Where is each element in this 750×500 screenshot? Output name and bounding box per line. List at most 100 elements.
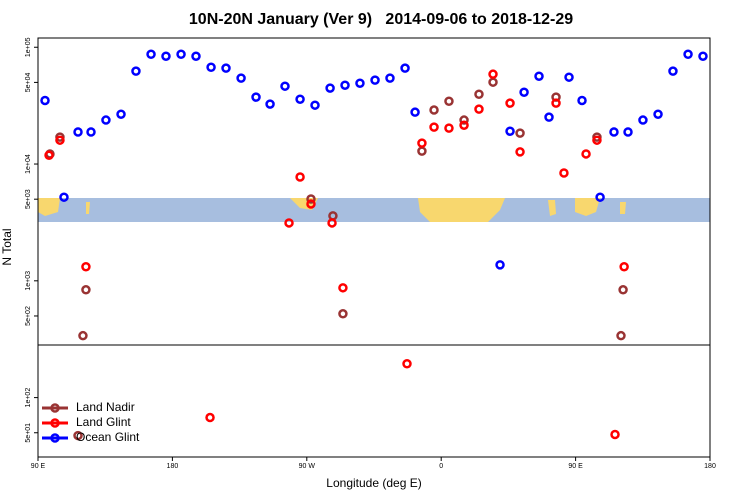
x-tick-label: 180 xyxy=(167,463,179,470)
point xyxy=(81,261,91,272)
plot-frame xyxy=(37,37,711,458)
y-tick-label: 1e+03 xyxy=(25,271,32,291)
point xyxy=(73,127,83,137)
point xyxy=(459,115,469,125)
point xyxy=(474,89,484,99)
point xyxy=(698,51,708,61)
point xyxy=(355,78,365,88)
point xyxy=(265,99,275,109)
point xyxy=(519,87,529,97)
point xyxy=(191,51,201,61)
point xyxy=(295,94,305,104)
point xyxy=(577,95,587,106)
point xyxy=(306,199,316,209)
point xyxy=(306,194,316,204)
map-band xyxy=(38,198,710,222)
point xyxy=(683,49,693,60)
point xyxy=(616,330,626,341)
point xyxy=(474,104,484,114)
point xyxy=(581,149,591,159)
point xyxy=(310,100,320,110)
y-tick-label: 1e+02 xyxy=(25,388,32,408)
point xyxy=(385,73,395,83)
point xyxy=(44,150,54,160)
point xyxy=(73,430,83,441)
point xyxy=(505,126,515,136)
point xyxy=(325,83,335,93)
point xyxy=(146,49,156,60)
point xyxy=(495,260,505,270)
legend-marker xyxy=(50,433,60,443)
point xyxy=(429,105,439,115)
point xyxy=(206,62,216,73)
y-tick-label: 5e+02 xyxy=(25,306,32,326)
legend-marker xyxy=(50,403,60,413)
x-tick-label: 90 W xyxy=(299,463,316,470)
point xyxy=(534,71,544,81)
point xyxy=(340,80,350,90)
point xyxy=(638,115,648,125)
point xyxy=(417,146,427,156)
x-tick-label: 90 E xyxy=(31,463,46,470)
point xyxy=(55,135,65,145)
point xyxy=(653,109,663,119)
point xyxy=(236,73,246,83)
x-tick-label: 90 E xyxy=(568,463,583,470)
point xyxy=(618,285,628,295)
point xyxy=(284,218,294,228)
x-axis-label: Longitude (deg E) xyxy=(326,476,421,490)
point xyxy=(327,218,337,228)
legend-label: Land Glint xyxy=(76,415,131,429)
point xyxy=(410,107,420,117)
point xyxy=(564,72,574,82)
point xyxy=(515,147,525,157)
point xyxy=(668,66,678,76)
point xyxy=(131,66,141,76)
legend-label: Ocean Glint xyxy=(76,430,140,444)
point xyxy=(619,261,629,272)
point xyxy=(221,63,231,73)
legend-marker xyxy=(50,418,60,428)
point xyxy=(444,96,454,106)
point xyxy=(402,358,412,369)
point xyxy=(459,120,469,130)
point xyxy=(595,192,605,202)
point xyxy=(59,192,69,202)
y-tick-label: 5e+01 xyxy=(25,423,32,443)
point xyxy=(338,309,348,319)
point xyxy=(609,127,619,137)
point xyxy=(544,112,554,122)
point xyxy=(623,127,633,137)
point xyxy=(116,109,126,119)
x-tick-label: 180 xyxy=(704,463,716,470)
point xyxy=(101,115,111,125)
point xyxy=(78,330,88,341)
y-axis-label: N Total xyxy=(0,228,14,265)
point xyxy=(515,128,525,138)
y-tick-label: 5e+03 xyxy=(25,189,32,209)
point xyxy=(400,63,410,73)
point xyxy=(338,283,348,293)
point xyxy=(280,81,290,91)
y-tick-label: 5e+04 xyxy=(25,72,32,92)
point xyxy=(488,77,498,87)
legend-label: Land Nadir xyxy=(76,400,135,414)
y-tick-label: 1e+05 xyxy=(25,37,32,57)
point xyxy=(176,49,186,60)
point xyxy=(205,412,215,423)
point xyxy=(161,51,171,61)
point xyxy=(444,123,454,133)
point xyxy=(251,92,261,102)
y-tick-label: 1e+04 xyxy=(25,154,32,174)
point xyxy=(551,98,561,108)
point xyxy=(559,168,569,178)
point xyxy=(417,138,427,148)
chart-title: 10N-20N January (Ver 9) 2014-09-06 to 20… xyxy=(189,11,573,28)
point xyxy=(370,75,380,85)
point xyxy=(505,98,515,108)
point xyxy=(40,95,50,106)
point xyxy=(295,172,305,182)
point xyxy=(488,69,498,79)
point xyxy=(81,285,91,295)
